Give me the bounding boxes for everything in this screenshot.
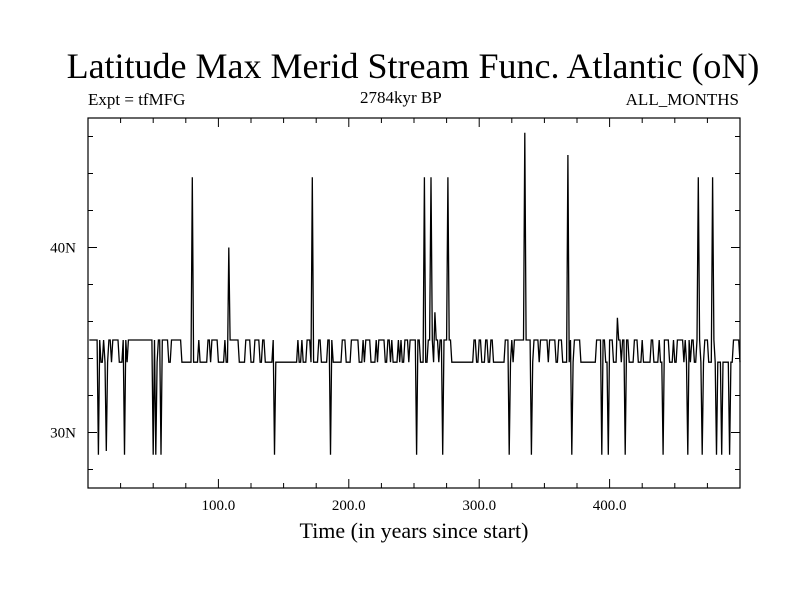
y-tick-label: 40N: [50, 241, 76, 257]
axis-ticks: 100.0 200.0 300.0 400.0 30N 40N: [50, 118, 740, 514]
x-axis-label: Time (in years since start): [299, 518, 529, 543]
plot-area: [89, 132, 741, 455]
chart-title: Latitude Max Merid Stream Func. Atlantic…: [66, 46, 760, 86]
x-tick-label: 200.0: [332, 498, 366, 514]
plot-frame: [87, 117, 741, 489]
period-label: 2784kyr BP: [360, 88, 442, 107]
months-label: ALL_MONTHS: [625, 90, 739, 109]
x-tick-label: 300.0: [462, 498, 496, 514]
y-tick-label: 30N: [50, 426, 76, 442]
series-line: [89, 132, 741, 455]
x-tick-label: 100.0: [202, 498, 236, 514]
x-tick-label: 400.0: [593, 498, 627, 514]
experiment-label: Expt = tfMFG: [88, 90, 186, 109]
